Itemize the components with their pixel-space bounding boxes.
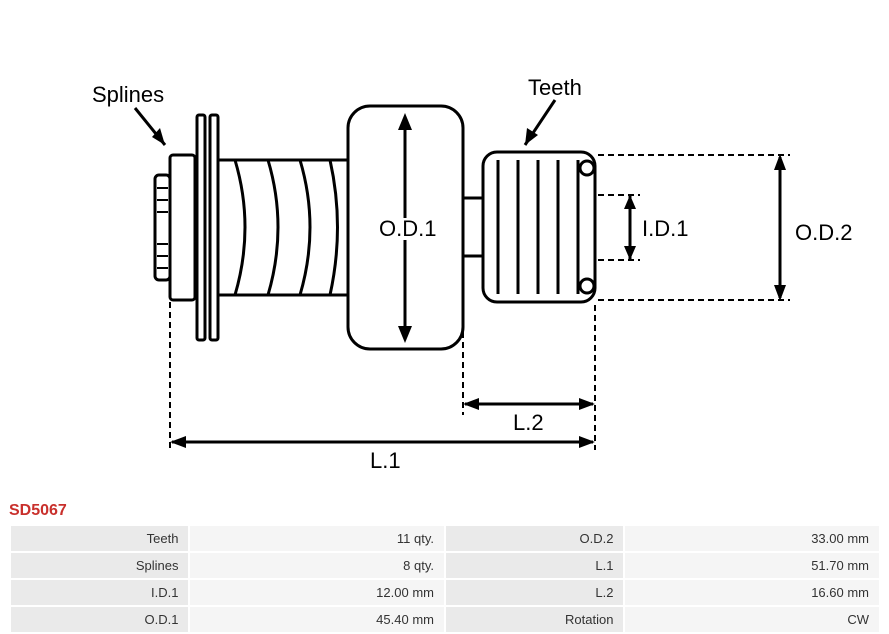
spec-label: I.D.1 xyxy=(11,580,188,605)
spec-value: 11 qty. xyxy=(190,526,444,551)
label-od1: O.D.1 xyxy=(379,216,436,241)
spec-label: O.D.1 xyxy=(11,607,188,632)
label-splines: Splines xyxy=(92,82,164,107)
pinion-nub-top xyxy=(580,161,594,175)
l2-arrow-right xyxy=(579,398,595,410)
spec-value: 33.00 mm xyxy=(625,526,879,551)
label-od2: O.D.2 xyxy=(795,220,852,245)
od2-arrow-bot xyxy=(774,285,786,301)
label-l1: L.1 xyxy=(370,448,401,473)
spec-label: Teeth xyxy=(11,526,188,551)
table-row: I.D.1 12.00 mm L.2 16.60 mm xyxy=(11,580,879,605)
spec-table: Teeth 11 qty. O.D.2 33.00 mm Splines 8 q… xyxy=(9,524,881,634)
spec-value: 51.70 mm xyxy=(625,553,879,578)
hub-block xyxy=(170,155,195,300)
spec-label: L.2 xyxy=(446,580,623,605)
od2-arrow-top xyxy=(774,154,786,170)
label-l2: L.2 xyxy=(513,410,544,435)
l2-arrow-left xyxy=(463,398,479,410)
table-row: Splines 8 qty. L.1 51.70 mm xyxy=(11,553,879,578)
spec-value: 8 qty. xyxy=(190,553,444,578)
spec-label: Rotation xyxy=(446,607,623,632)
flange-plate-1 xyxy=(197,115,205,340)
spec-label: L.1 xyxy=(446,553,623,578)
spec-label: O.D.2 xyxy=(446,526,623,551)
end-cap xyxy=(155,175,170,280)
l1-arrow-left xyxy=(170,436,186,448)
spec-value: 16.60 mm xyxy=(625,580,879,605)
pinion-nub-bot xyxy=(580,279,594,293)
technical-diagram: Splines Teeth O xyxy=(0,0,889,490)
l1-arrow-right xyxy=(579,436,595,448)
table-row: Teeth 11 qty. O.D.2 33.00 mm xyxy=(11,526,879,551)
spec-value: 12.00 mm xyxy=(190,580,444,605)
id1-arrow-top xyxy=(624,195,636,209)
label-teeth: Teeth xyxy=(528,75,582,100)
spec-value: CW xyxy=(625,607,879,632)
part-number: SD5067 xyxy=(9,502,67,520)
connector-shaft xyxy=(463,198,483,256)
spec-value: 45.40 mm xyxy=(190,607,444,632)
table-row: O.D.1 45.40 mm Rotation CW xyxy=(11,607,879,632)
label-id1: I.D.1 xyxy=(642,216,688,241)
spec-label: Splines xyxy=(11,553,188,578)
id1-arrow-bot xyxy=(624,246,636,260)
spring-shaft xyxy=(218,160,348,295)
